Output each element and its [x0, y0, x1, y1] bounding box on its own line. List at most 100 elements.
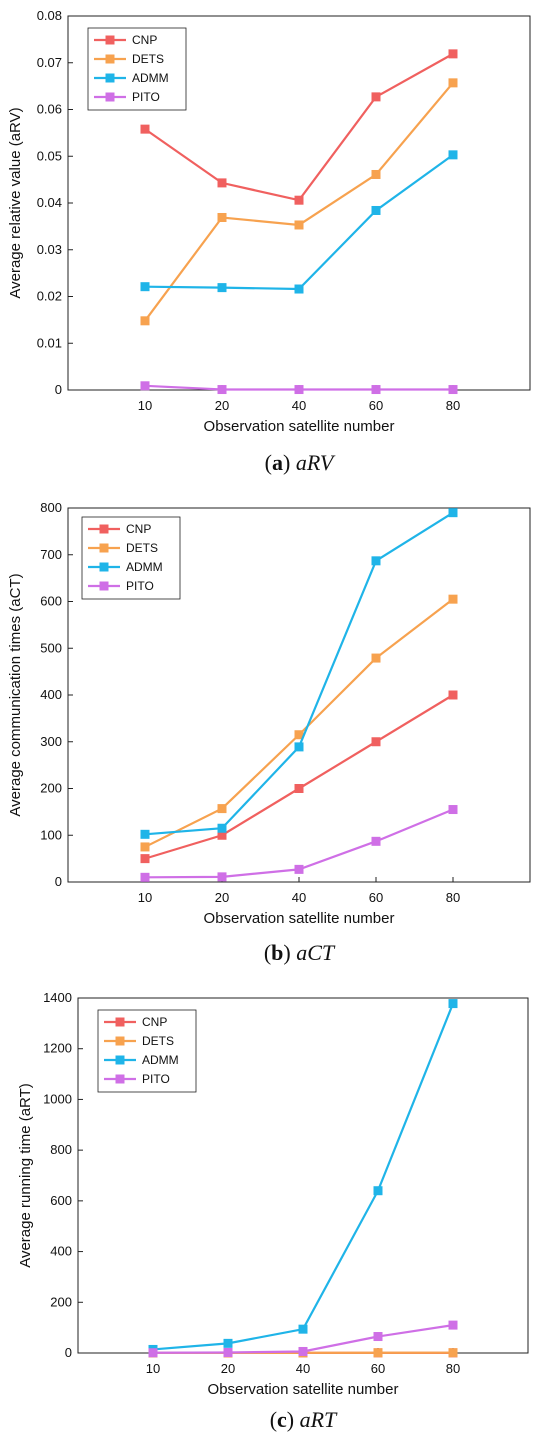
y-tick-label: 400	[40, 687, 62, 702]
chart-panel-a: 0 0.01 0.02 0.03 0.04 0.05 0.06 0.07 0.08 10 20 40 6…	[7, 8, 531, 475]
legend-label-cnp: CNP	[126, 522, 151, 536]
data-point-cnp	[371, 92, 381, 102]
series-admm	[140, 508, 458, 839]
x-tick-label: 80	[446, 1361, 460, 1376]
data-point-cnp	[140, 124, 150, 134]
legend-label-pito: PITO	[126, 579, 154, 593]
data-point-dets	[373, 1348, 383, 1358]
data-point-cnp	[294, 784, 304, 793]
panel-caption: (b) aCT	[264, 940, 336, 965]
data-point-cnp	[217, 830, 227, 840]
legend: CNP DETS ADMM PITO	[87, 27, 187, 111]
x-tick-label: 60	[369, 398, 383, 413]
y-tick-label: 600	[50, 1193, 72, 1208]
data-point-pito	[448, 805, 458, 815]
y-axis-label: Average running time (aRT)	[17, 1083, 34, 1268]
data-point-dets	[217, 804, 227, 814]
y-tick-label: 800	[50, 1142, 72, 1157]
x-tick-label: 10	[138, 890, 152, 905]
legend-label-dets: DETS	[132, 52, 164, 66]
data-point-pito	[294, 864, 304, 874]
data-point-dets	[371, 169, 381, 179]
y-tick-label: 0	[65, 1345, 72, 1360]
data-point-cnp	[294, 195, 304, 205]
legend-label-cnp: CNP	[132, 33, 157, 47]
data-point-pito	[298, 1346, 308, 1356]
data-point-dets	[448, 78, 458, 88]
data-point-pito	[373, 1332, 383, 1342]
x-tick-label: 40	[292, 398, 306, 413]
data-point-cnp	[371, 737, 381, 747]
x-axis-label: Observation satellite number	[208, 1381, 399, 1398]
data-point-cnp	[140, 854, 150, 864]
data-point-pito	[140, 872, 150, 882]
data-point-dets	[294, 220, 304, 230]
y-tick-label: 0	[55, 874, 62, 889]
y-tick-label: 1000	[43, 1091, 72, 1106]
legend-swatch-marker	[99, 562, 109, 572]
y-tick-label: 700	[40, 547, 62, 562]
chart-panel-b: 0 100 200 300 400 500 600 700 800 10 20 40 60 80 Obser…	[7, 500, 531, 965]
legend-swatch-marker	[99, 524, 109, 534]
data-point-admm	[371, 556, 381, 566]
y-tick-label: 0.07	[37, 55, 62, 70]
x-tick-label: 40	[296, 1361, 310, 1376]
x-tick-label: 20	[221, 1361, 235, 1376]
data-point-pito	[371, 836, 381, 846]
data-point-admm	[294, 742, 304, 752]
legend-label-pito: PITO	[142, 1072, 170, 1086]
data-point-pito	[371, 385, 381, 395]
y-tick-label: 600	[40, 594, 62, 609]
data-point-admm	[223, 1338, 233, 1348]
series-dets	[140, 78, 458, 326]
series-line-cnp	[144, 52, 454, 202]
series-dets	[140, 594, 458, 852]
data-point-admm	[448, 508, 458, 518]
data-point-dets	[217, 212, 227, 222]
data-point-pito	[448, 385, 458, 395]
legend-label-dets: DETS	[126, 541, 158, 555]
data-point-admm	[448, 999, 458, 1009]
panel-caption: (a) aRV	[265, 450, 336, 475]
y-tick-label: 0.01	[37, 335, 62, 350]
data-point-admm	[373, 1186, 383, 1196]
series-pito	[140, 805, 458, 882]
x-tick-label: 20	[215, 398, 229, 413]
data-point-pito	[148, 1348, 158, 1358]
legend-swatch-marker	[115, 1017, 125, 1027]
y-tick-label: 0.08	[37, 8, 62, 23]
legend-swatch-marker	[99, 581, 109, 591]
series-pito	[140, 381, 458, 395]
y-tick-label: 0	[55, 382, 62, 397]
x-tick-label: 60	[371, 1361, 385, 1376]
x-tick-label: 10	[146, 1361, 160, 1376]
data-point-admm	[140, 829, 150, 839]
chart-panel-c: 0 200 400 600 800 1000 1200 1400 10 20 40 60 80 Obser…	[17, 990, 529, 1432]
legend-swatch-marker	[105, 92, 115, 102]
data-point-admm	[140, 282, 150, 292]
y-tick-label: 0.02	[37, 289, 62, 304]
x-tick-label: 80	[446, 398, 460, 413]
y-tick-label: 200	[40, 781, 62, 796]
legend-swatch-marker	[115, 1055, 125, 1065]
data-point-pito	[448, 1320, 458, 1330]
data-point-dets	[140, 316, 150, 326]
x-tick-label: 40	[292, 890, 306, 905]
data-point-pito	[217, 872, 227, 882]
legend-label-pito: PITO	[132, 90, 160, 104]
x-axis-label: Observation satellite number	[204, 910, 395, 927]
legend-label-dets: DETS	[142, 1034, 174, 1048]
y-tick-label: 1200	[43, 1041, 72, 1056]
y-tick-label: 200	[50, 1294, 72, 1309]
y-tick-label: 500	[40, 640, 62, 655]
y-tick-label: 0.03	[37, 242, 62, 257]
x-tick-label: 60	[369, 890, 383, 905]
y-tick-label: 0.06	[37, 102, 62, 117]
data-point-pito	[223, 1347, 233, 1357]
y-axis-label: Average relative value (aRV)	[7, 107, 24, 298]
y-tick-label: 400	[50, 1244, 72, 1259]
legend-label-admm: ADMM	[142, 1053, 179, 1067]
legend-swatch-marker	[99, 543, 109, 553]
y-tick-label: 800	[40, 500, 62, 515]
